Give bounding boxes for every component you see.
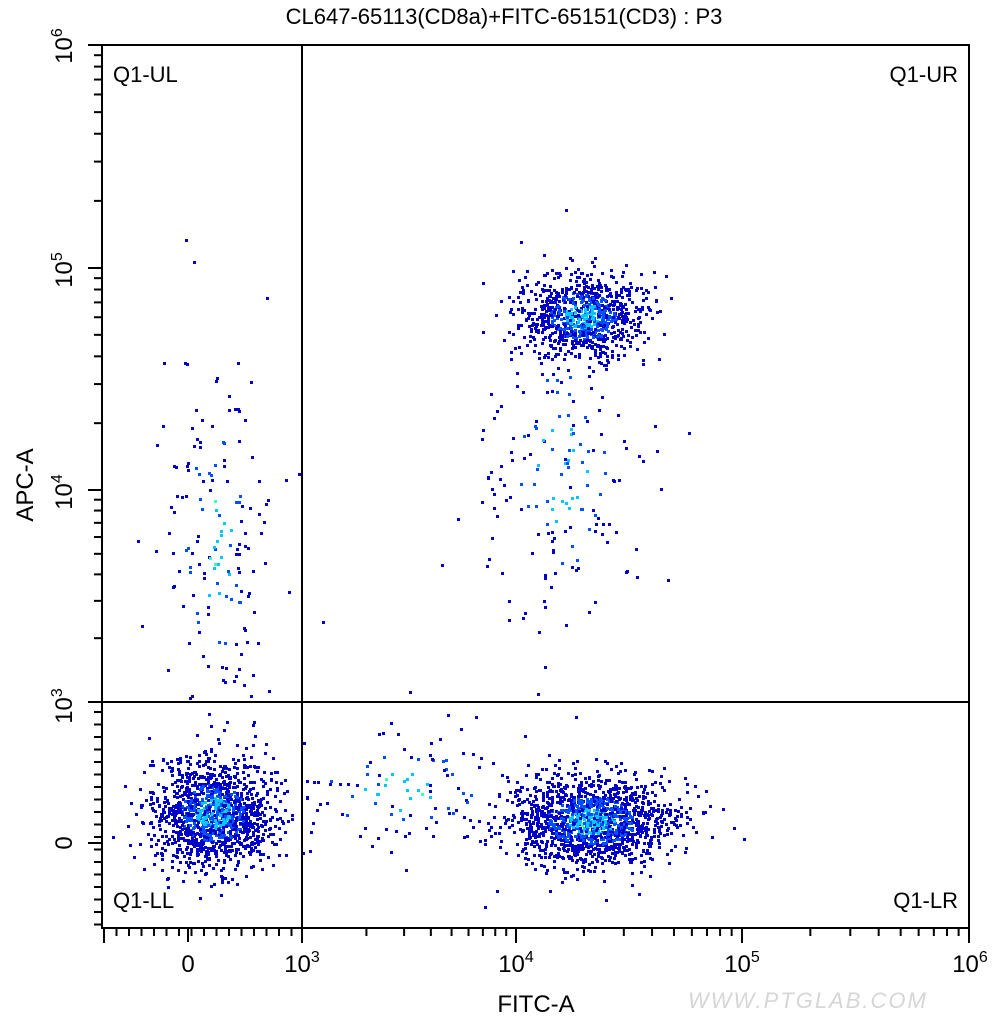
quadrant-label-ll: Q1-LL — [113, 888, 174, 913]
y-axis-ticks — [88, 44, 102, 926]
y-tick-label-1e6: 106 — [49, 28, 78, 64]
x-tick-label-1e4: 104 — [498, 949, 534, 978]
x-tick-label-1e6: 106 — [952, 949, 988, 978]
y-tick-label-0: 0 — [51, 836, 78, 849]
x-tick-label-1e5: 105 — [724, 949, 760, 978]
quadrant-label-ul: Q1-UL — [113, 62, 178, 87]
y-tick-label-1e5: 105 — [49, 252, 78, 288]
x-tick-label-1e3: 103 — [284, 949, 320, 978]
event-dots — [112, 209, 746, 909]
y-axis-title: APC-A — [12, 448, 39, 521]
y-tick-label-1e4: 104 — [49, 474, 78, 510]
plot-frame — [101, 44, 970, 929]
quadrant-label-lr: Q1-LR — [893, 888, 958, 913]
quadrant-label-ur: Q1-UR — [890, 62, 958, 87]
x-axis-ticks — [103, 928, 970, 943]
x-tick-label-0: 0 — [181, 951, 194, 978]
chart-title: CL647-65113(CD8a)+FITC-65151(CD3) : P3 — [285, 4, 723, 29]
x-axis-title: FITC-A — [497, 991, 574, 1018]
y-tick-label-1e3: 103 — [49, 688, 78, 724]
watermark: WWW.PTGLAB.COM — [688, 988, 928, 1013]
